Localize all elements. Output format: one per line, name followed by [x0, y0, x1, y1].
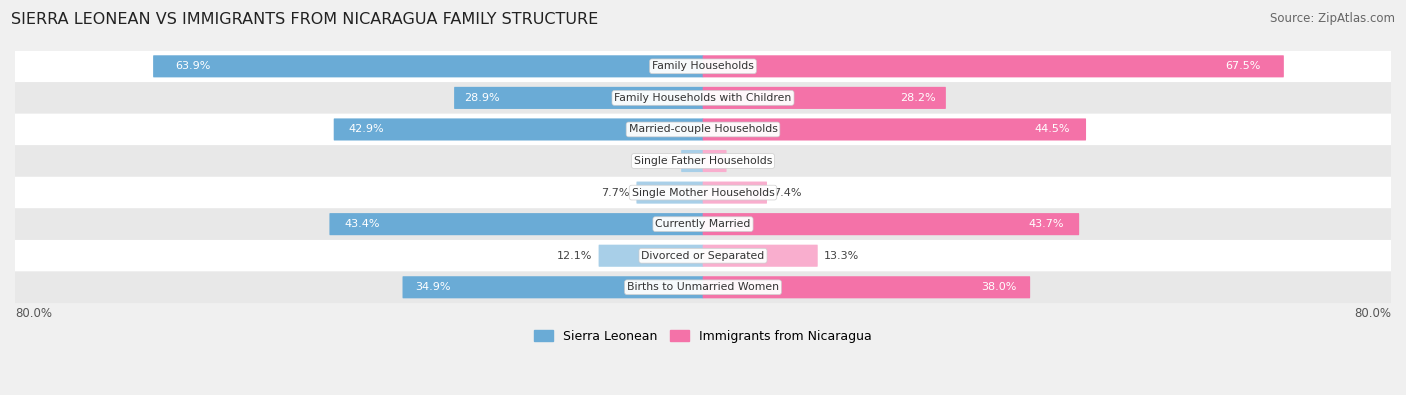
Text: Family Households with Children: Family Households with Children: [614, 93, 792, 103]
FancyBboxPatch shape: [15, 82, 1391, 114]
FancyBboxPatch shape: [15, 209, 1391, 240]
Text: Currently Married: Currently Married: [655, 219, 751, 229]
FancyBboxPatch shape: [703, 276, 1031, 298]
Text: 42.9%: 42.9%: [349, 124, 384, 134]
FancyBboxPatch shape: [15, 51, 1391, 82]
Text: 2.5%: 2.5%: [647, 156, 675, 166]
Text: Married-couple Households: Married-couple Households: [628, 124, 778, 134]
Text: Single Father Households: Single Father Households: [634, 156, 772, 166]
Text: 67.5%: 67.5%: [1225, 61, 1260, 71]
Text: 34.9%: 34.9%: [415, 282, 450, 292]
FancyBboxPatch shape: [599, 245, 703, 267]
FancyBboxPatch shape: [637, 182, 703, 204]
Text: Family Households: Family Households: [652, 61, 754, 71]
Text: 44.5%: 44.5%: [1035, 124, 1070, 134]
Text: 43.4%: 43.4%: [344, 219, 380, 229]
Text: Births to Unmarried Women: Births to Unmarried Women: [627, 282, 779, 292]
Text: 7.4%: 7.4%: [773, 188, 801, 198]
FancyBboxPatch shape: [15, 114, 1391, 145]
FancyBboxPatch shape: [703, 55, 1284, 77]
FancyBboxPatch shape: [703, 87, 946, 109]
FancyBboxPatch shape: [703, 150, 727, 172]
FancyBboxPatch shape: [703, 213, 1080, 235]
FancyBboxPatch shape: [15, 240, 1391, 271]
FancyBboxPatch shape: [703, 118, 1085, 141]
Text: SIERRA LEONEAN VS IMMIGRANTS FROM NICARAGUA FAMILY STRUCTURE: SIERRA LEONEAN VS IMMIGRANTS FROM NICARA…: [11, 12, 599, 27]
FancyBboxPatch shape: [15, 145, 1391, 177]
Text: 38.0%: 38.0%: [981, 282, 1017, 292]
Text: 80.0%: 80.0%: [1354, 307, 1391, 320]
FancyBboxPatch shape: [681, 150, 703, 172]
FancyBboxPatch shape: [454, 87, 703, 109]
FancyBboxPatch shape: [153, 55, 703, 77]
FancyBboxPatch shape: [703, 245, 818, 267]
Text: 28.9%: 28.9%: [464, 93, 501, 103]
Text: 2.7%: 2.7%: [733, 156, 762, 166]
Text: 7.7%: 7.7%: [602, 188, 630, 198]
Text: Divorced or Separated: Divorced or Separated: [641, 251, 765, 261]
FancyBboxPatch shape: [333, 118, 703, 141]
Text: 12.1%: 12.1%: [557, 251, 592, 261]
Text: 63.9%: 63.9%: [176, 61, 211, 71]
Text: 43.7%: 43.7%: [1028, 219, 1064, 229]
FancyBboxPatch shape: [15, 271, 1391, 303]
FancyBboxPatch shape: [402, 276, 703, 298]
FancyBboxPatch shape: [329, 213, 703, 235]
Text: 80.0%: 80.0%: [15, 307, 52, 320]
FancyBboxPatch shape: [15, 177, 1391, 209]
Text: 13.3%: 13.3%: [824, 251, 859, 261]
Text: Source: ZipAtlas.com: Source: ZipAtlas.com: [1270, 12, 1395, 25]
FancyBboxPatch shape: [703, 182, 768, 204]
Legend: Sierra Leonean, Immigrants from Nicaragua: Sierra Leonean, Immigrants from Nicaragu…: [530, 325, 876, 348]
Text: Single Mother Households: Single Mother Households: [631, 188, 775, 198]
Text: 28.2%: 28.2%: [900, 93, 936, 103]
